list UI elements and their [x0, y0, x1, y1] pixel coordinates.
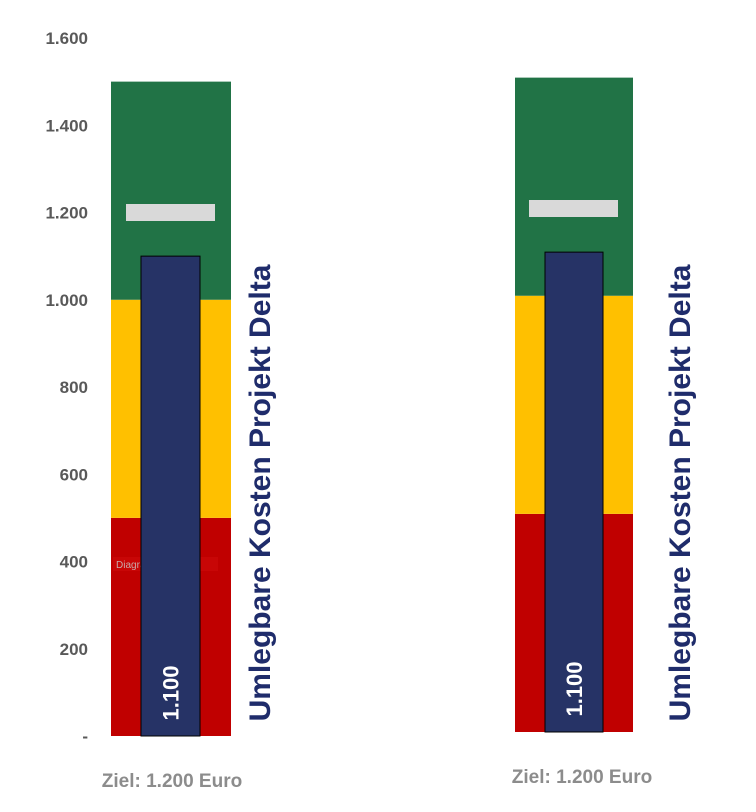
caption-1: Ziel: 1.200 Euro — [102, 771, 242, 792]
value-label-2: 1.100 — [562, 661, 587, 716]
y-tick-4: 800 — [60, 378, 88, 397]
y-tick-7: 1.400 — [45, 116, 88, 135]
y-tick-1: 200 — [60, 640, 88, 659]
target-marker-1 — [126, 204, 215, 221]
series-label-2: Umlegbare Kosten Projekt Delta — [664, 264, 697, 721]
y-tick-6: 1.200 — [45, 204, 88, 223]
value-bar-2 — [544, 251, 604, 733]
series-label-1: Umlegbare Kosten Projekt Delta — [244, 264, 277, 721]
y-tick-8: 1.600 — [45, 29, 88, 48]
caption-2: Ziel: 1.200 Euro — [512, 767, 652, 788]
y-tick-0: - — [82, 727, 88, 746]
y-tick-3: 600 — [60, 465, 88, 484]
value-bar-1 — [140, 255, 201, 737]
value-label-1: 1.100 — [159, 665, 184, 720]
y-tick-2: 400 — [60, 553, 88, 572]
target-marker-2 — [529, 200, 618, 217]
y-tick-5: 1.000 — [45, 291, 88, 310]
